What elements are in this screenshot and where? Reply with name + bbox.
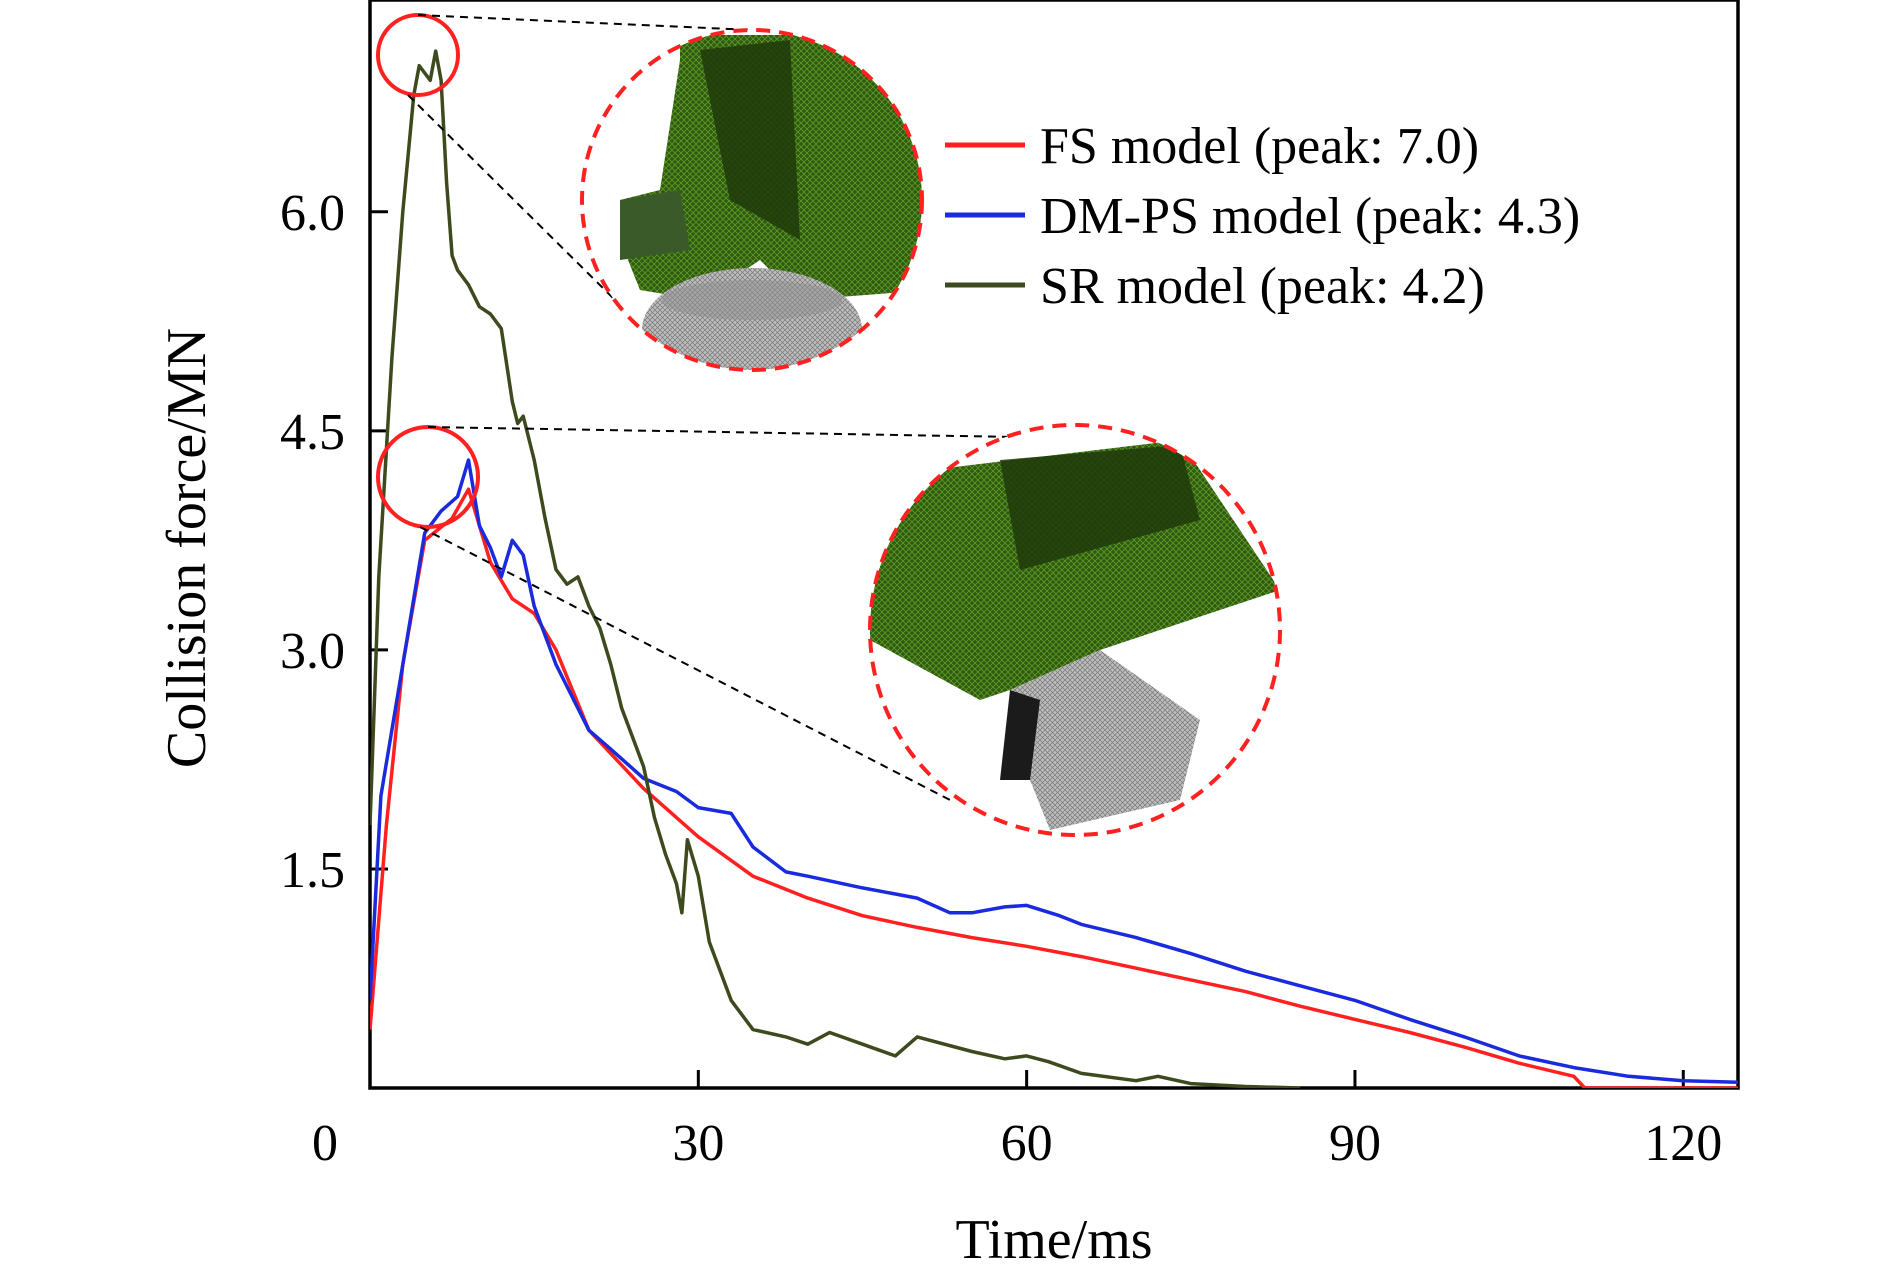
y-tick-label: 1.5 [280,842,345,899]
y-axis-title: Collision force/MN [156,328,218,768]
x-tick-label: 120 [1644,1115,1722,1172]
legend-label-dmps: DM-PS model (peak: 4.3) [1040,188,1580,245]
legend-label-sr: SR model (peak: 4.2) [1040,258,1485,315]
inset-impact-mesh-top [580,28,924,372]
x-tick-label: 0 [312,1115,338,1172]
peak-highlight-sr [376,13,460,97]
series-line-dmps [370,458,1738,1084]
legend: FS model (peak: 7.0) DM-PS model (peak: … [945,118,1580,315]
series-lines [370,49,1738,1088]
x-axis-title: Time/ms [955,1209,1152,1271]
legend-label-fs: FS model (peak: 7.0) [1040,118,1479,175]
y-tick-label: 3.0 [280,623,345,680]
callout-leader-lines [407,14,1076,801]
y-tick-label: 4.5 [280,404,345,461]
x-tick-label: 90 [1329,1115,1381,1172]
y-tick-label: 6.0 [280,185,345,242]
y-axis-ticks: 1.5 3.0 4.5 6.0 [280,185,388,899]
x-axis-ticks: 0 30 60 90 120 [312,1070,1722,1172]
x-tick-label: 60 [1001,1115,1053,1172]
plot-frame [368,0,1740,1090]
series-line-sr [370,49,1301,1088]
x-tick-label: 30 [672,1115,724,1172]
inset-impact-mesh-bottom [868,423,1282,837]
